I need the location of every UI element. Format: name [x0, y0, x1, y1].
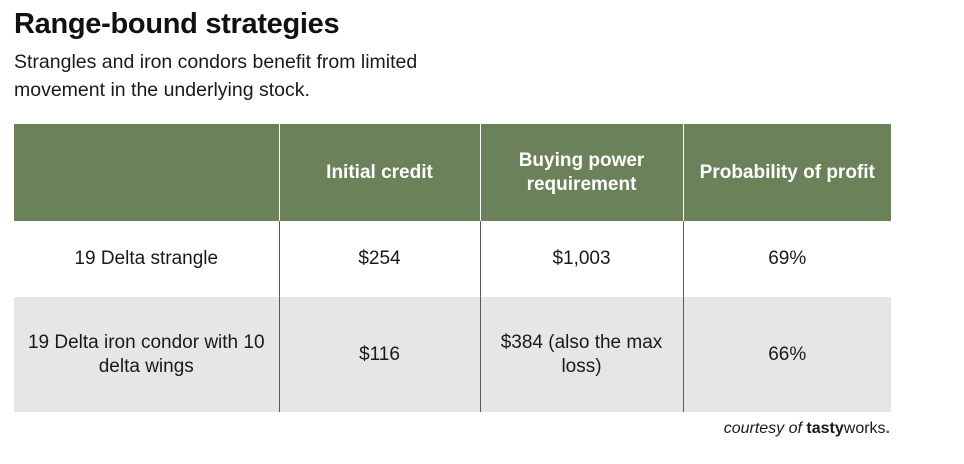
- initial-credit-cell: $254: [278, 221, 480, 297]
- probability-cell: 69%: [682, 221, 891, 297]
- probability-cell: 66%: [682, 297, 891, 412]
- strategy-name-cell: 19 Delta iron condor with 10 delta wings: [27, 331, 265, 377]
- header-cell-probability: Probability of profit: [682, 124, 891, 221]
- strategy-table: Initial credit Buying power requirement …: [14, 124, 891, 412]
- header-cell-strategy: [14, 124, 279, 221]
- header-cell-buying-power: Buying power requirement: [479, 124, 683, 221]
- initial-credit-cell: $116: [278, 297, 480, 412]
- table-row: 19 Delta iron condor with 10 delta wings…: [14, 297, 891, 412]
- page-title: Range-bound strategies: [14, 8, 340, 40]
- buying-power-cell: $384 (also the max loss): [479, 297, 683, 412]
- brand-logo-part1: tasty: [806, 420, 844, 437]
- strategy-name-cell: 19 Delta strangle: [74, 248, 219, 269]
- table-header-row: Initial credit Buying power requirement …: [14, 124, 891, 221]
- brand-logo-dot: .: [885, 420, 890, 437]
- brand-logo-part2: works: [843, 420, 886, 437]
- source-credit: courtesy of tastyworks.: [724, 420, 890, 438]
- buying-power-cell: $1,003: [479, 221, 683, 297]
- brand-logo: tastyworks.: [806, 420, 890, 437]
- header-cell-initial-credit: Initial credit: [278, 124, 480, 221]
- credit-lead: courtesy of: [723, 420, 802, 437]
- table-row: 19 Delta strangle $254 $1,003 69%: [14, 221, 891, 297]
- page-subtitle: Strangles and iron condors benefit from …: [14, 51, 418, 101]
